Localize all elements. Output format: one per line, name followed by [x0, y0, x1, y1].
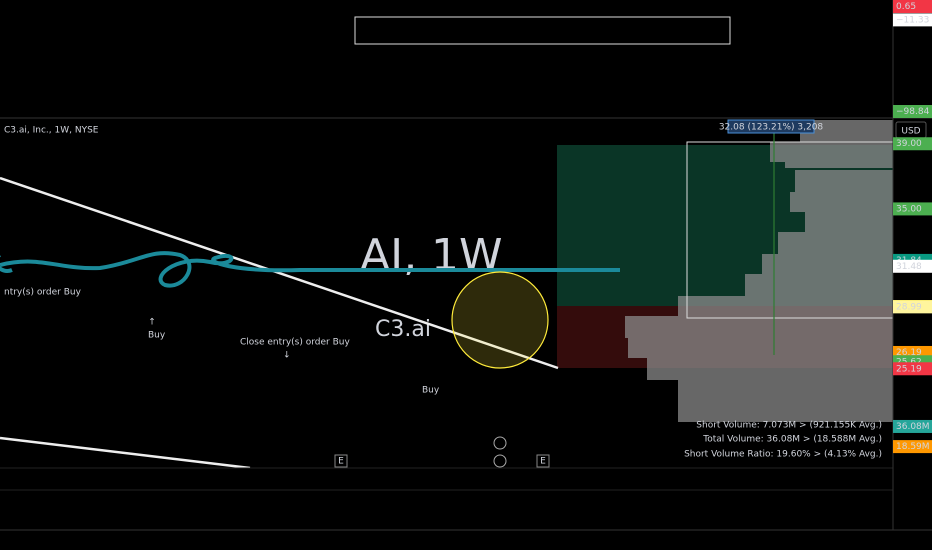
price-badge [893, 440, 932, 454]
price-badge [893, 259, 932, 273]
price-badge [893, 0, 932, 13]
signal-arrow: ↑ [148, 318, 156, 328]
price-badge-label: 18.59M [896, 442, 930, 452]
icon [493, 454, 507, 468]
volume-profile [625, 120, 893, 422]
stat: Short Volume: 7.073M > (921.155K Avg.) [696, 421, 882, 431]
price-badge [893, 13, 932, 27]
price-badge-label: 31.48 [896, 262, 922, 272]
price-badge [893, 300, 932, 314]
icon [493, 436, 507, 450]
price-badge-label: −11.33 [896, 15, 929, 25]
price-badge [893, 362, 932, 376]
price-badge-label: 25.19 [896, 364, 922, 374]
price-badge-label: 39.00 [896, 139, 922, 149]
event-label: E [338, 457, 344, 467]
price-badge-label: 28.99 [896, 302, 922, 312]
stat: Total Volume: 36.08M > (18.588M Avg.) [702, 435, 882, 445]
price-badge-label: 35.00 [896, 204, 922, 214]
position-label: 32.08 (123.21%) 3,208 [719, 123, 824, 133]
position-badge [727, 119, 815, 134]
signal-label: Buy [148, 331, 166, 341]
price-badge [893, 202, 932, 216]
price-badge [893, 105, 932, 118]
event-icon [334, 454, 348, 468]
price-badge [893, 419, 932, 433]
event-label: E [540, 457, 546, 467]
signal-label: Buy [422, 386, 440, 396]
drawings [0, 176, 620, 468]
price-badge [893, 137, 932, 151]
stats: Short Volume: 7.073M > (921.155K Avg.) T… [684, 421, 882, 460]
osc-box [354, 16, 731, 45]
axes: 0.65−11.33−98.8439.0035.0031.8431.4829.0… [893, 0, 932, 454]
stat: Short Volume Ratio: 19.60% > (4.13% Avg.… [684, 450, 882, 460]
signal-label: ntry(s) order Buy [4, 288, 82, 298]
watermark: AI, 1W [360, 230, 503, 281]
price-badge-label: 26.19 [896, 348, 922, 358]
price-badge-label: 0.65 [896, 2, 916, 12]
symbol-title: C3.ai, Inc., 1W, NYSE [4, 126, 99, 136]
signal-arrow: ↓ [283, 351, 291, 361]
price-badge-label: 25.62 [896, 357, 922, 367]
price-badge-label: 36.08M [896, 422, 930, 432]
signal-label: Close entry(s) order Buy [240, 338, 350, 348]
event-icon [536, 454, 550, 468]
currency: USD [901, 127, 920, 137]
price-badge-label: −98.84 [896, 107, 930, 117]
